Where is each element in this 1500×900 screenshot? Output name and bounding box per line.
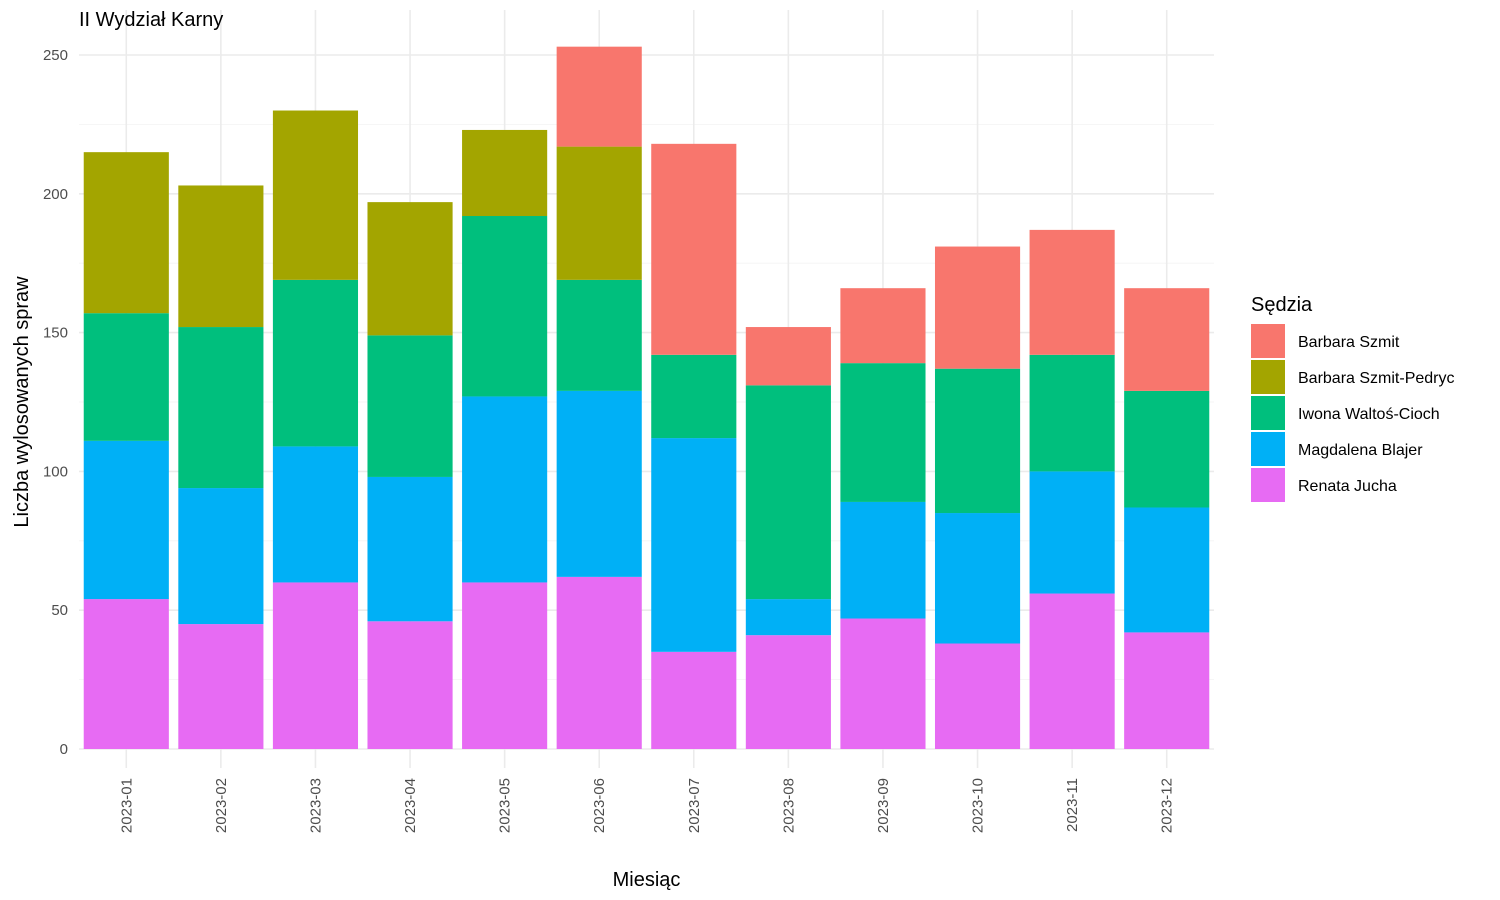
legend-label: Renata Jucha bbox=[1298, 478, 1397, 495]
bars bbox=[83, 46, 1210, 749]
bar-segment bbox=[462, 582, 548, 749]
bar-segment bbox=[83, 440, 169, 600]
x-tick-label: 2023-04 bbox=[402, 778, 419, 833]
legend-swatch bbox=[1251, 396, 1285, 430]
bar-segment bbox=[651, 143, 737, 355]
y-tick-label: 200 bbox=[43, 186, 68, 203]
bar-segment bbox=[178, 185, 264, 328]
bar-segment bbox=[651, 651, 737, 749]
x-tick-label: 2023-10 bbox=[970, 778, 987, 833]
bar-segment bbox=[272, 110, 359, 280]
bar-segment bbox=[367, 621, 453, 749]
bar-segment bbox=[556, 576, 642, 749]
bar-segment bbox=[83, 152, 169, 314]
bar-segment bbox=[745, 385, 831, 600]
legend-swatch bbox=[1251, 432, 1285, 466]
legend-swatch bbox=[1251, 468, 1285, 502]
bar-segment bbox=[840, 363, 926, 502]
x-tick-label: 2023-11 bbox=[1064, 778, 1081, 832]
bar-segment bbox=[934, 368, 1021, 514]
bar-segment bbox=[934, 246, 1021, 369]
bar-segment bbox=[367, 335, 453, 477]
bar-segment bbox=[840, 501, 926, 619]
legend-label: Iwona Waltoś-Cioch bbox=[1298, 406, 1440, 423]
bar-segment bbox=[367, 476, 453, 622]
x-tick-label: 2023-06 bbox=[591, 778, 608, 833]
x-tick-label: 2023-08 bbox=[780, 778, 797, 833]
bar-segment bbox=[651, 354, 737, 439]
bar-segment bbox=[1029, 354, 1115, 472]
bar-segment bbox=[462, 396, 548, 583]
legend-label: Barbara Szmit-Pedryc bbox=[1298, 370, 1455, 387]
x-tick-label: 2023-03 bbox=[307, 778, 324, 833]
legend-label: Magdalena Blajer bbox=[1298, 442, 1423, 459]
bar-segment bbox=[178, 624, 264, 749]
bar-segment bbox=[272, 446, 359, 583]
bar-segment bbox=[745, 635, 831, 749]
bar-segment bbox=[1124, 288, 1210, 391]
y-tick-label: 50 bbox=[51, 602, 68, 619]
y-tick-label: 150 bbox=[43, 325, 68, 342]
chart-title: II Wydział Karny bbox=[79, 9, 223, 31]
bar-segment bbox=[462, 129, 548, 217]
y-tick-label: 0 bbox=[60, 741, 68, 758]
y-tick-label: 100 bbox=[43, 463, 68, 480]
bar-segment bbox=[556, 279, 642, 391]
x-tick-label: 2023-05 bbox=[497, 778, 514, 833]
bar-segment bbox=[840, 618, 926, 749]
bar-segment bbox=[934, 513, 1021, 644]
bar-segment bbox=[840, 288, 926, 364]
bar-segment bbox=[367, 202, 453, 336]
bar-segment bbox=[745, 327, 831, 386]
bar-segment bbox=[83, 599, 169, 749]
y-tick-label: 250 bbox=[43, 47, 68, 64]
legend-label: Barbara Szmit bbox=[1298, 334, 1400, 351]
x-tick-label: 2023-02 bbox=[213, 778, 230, 833]
x-axis-title: Miesiąc bbox=[613, 869, 681, 891]
x-tick-label: 2023-09 bbox=[875, 778, 892, 833]
legend-swatch bbox=[1251, 324, 1285, 358]
bar-segment bbox=[1124, 507, 1210, 633]
bar-segment bbox=[178, 327, 264, 489]
bar-segment bbox=[1029, 229, 1115, 355]
y-axis-ticks: 0 50 100 150 200 250 bbox=[43, 47, 68, 758]
bar-segment bbox=[83, 313, 169, 441]
bar-segment bbox=[1029, 593, 1115, 749]
bar-segment bbox=[1124, 632, 1210, 749]
bar-segment bbox=[462, 216, 548, 397]
y-axis-title: Liczba wylosowanych spraw bbox=[11, 276, 33, 528]
bar-segment bbox=[556, 46, 642, 147]
bar-segment bbox=[272, 279, 359, 447]
legend-swatch bbox=[1251, 360, 1285, 394]
bar-segment bbox=[651, 438, 737, 652]
bar-segment bbox=[1029, 471, 1115, 594]
bar-segment bbox=[178, 488, 264, 625]
legend-title: Sędzia bbox=[1251, 294, 1313, 316]
bar-segment bbox=[272, 582, 359, 749]
legend-items: Barbara Szmit Barbara Szmit-Pedryc Iwona W… bbox=[1251, 324, 1455, 502]
bar-segment bbox=[1124, 390, 1210, 508]
bar-segment bbox=[745, 599, 831, 636]
x-axis-ticks: 2023-01 2023-02 2023-03 2023-04 2023-05 2023-… bbox=[118, 778, 1175, 833]
x-tick-label: 2023-12 bbox=[1159, 778, 1176, 833]
legend: Sędzia Barbara Szmit Barbara Szmit-Pedryc… bbox=[1251, 294, 1455, 502]
bar-segment bbox=[934, 643, 1021, 749]
x-tick-label: 2023-01 bbox=[118, 778, 135, 833]
x-tick-label: 2023-07 bbox=[686, 778, 703, 833]
bar-segment bbox=[556, 390, 642, 577]
bar-segment bbox=[556, 146, 642, 280]
